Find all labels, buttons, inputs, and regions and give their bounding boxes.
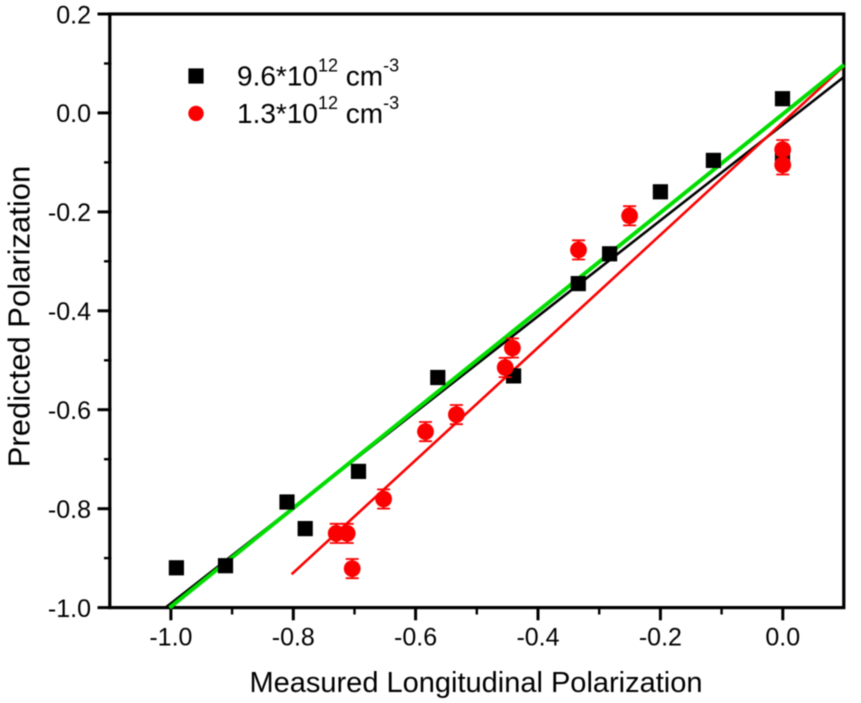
svg-text:-1.0: -1.0 [48, 595, 91, 623]
svg-text:0.0: 0.0 [765, 624, 800, 652]
svg-text:-0.4: -0.4 [516, 624, 559, 652]
svg-text:Predicted Polarization: Predicted Polarization [2, 166, 37, 468]
svg-text:0.2: 0.2 [56, 1, 91, 29]
svg-text:Measured Longitudinal Polariza: Measured Longitudinal Polarization [249, 667, 702, 699]
svg-text:1.3*1012 cm-3: 1.3*1012 cm-3 [237, 93, 399, 129]
svg-text:-1.0: -1.0 [149, 624, 192, 652]
svg-text:-0.8: -0.8 [272, 624, 315, 652]
svg-text:-0.6: -0.6 [394, 624, 437, 652]
svg-text:-0.2: -0.2 [639, 624, 682, 652]
svg-text:0.0: 0.0 [56, 100, 91, 128]
svg-text:-0.6: -0.6 [48, 397, 91, 425]
svg-text:9.6*1012 cm-3: 9.6*1012 cm-3 [237, 56, 399, 92]
svg-text:-0.8: -0.8 [48, 496, 91, 524]
svg-text:-0.4: -0.4 [48, 298, 91, 326]
svg-text:-0.2: -0.2 [48, 199, 91, 227]
